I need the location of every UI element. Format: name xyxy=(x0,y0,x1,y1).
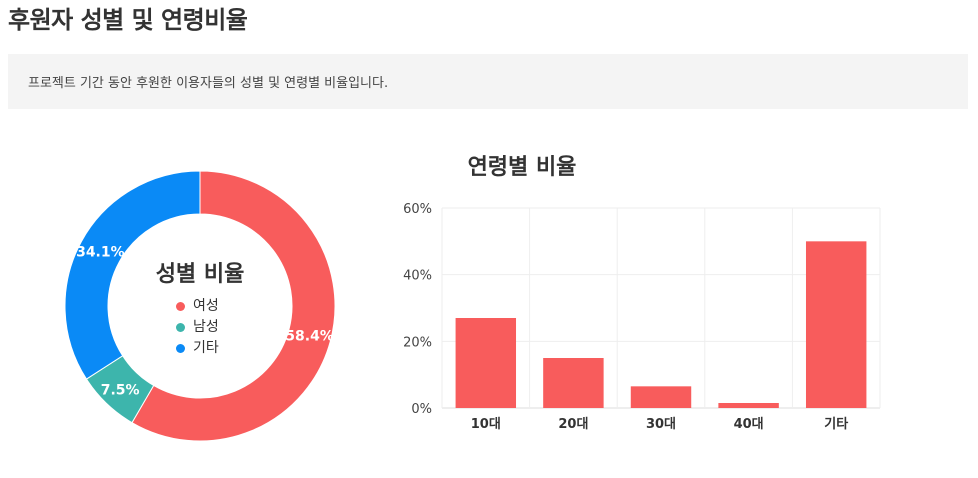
bar-4 xyxy=(805,241,867,408)
legend-label-male: 남성 xyxy=(193,319,219,335)
y-tick-label-1: 20% xyxy=(403,335,432,350)
bar-2 xyxy=(630,386,692,408)
donut-legend: 여성 남성 기타 xyxy=(176,296,219,359)
legend-dot-female xyxy=(176,302,185,311)
bar-3 xyxy=(718,403,779,408)
x-tick-label-2: 30대 xyxy=(646,417,676,432)
donut-label-1: 7.5% xyxy=(101,382,140,398)
donut-label-2: 34.1% xyxy=(76,245,125,261)
page-title: 후원자 성별 및 연령비율 xyxy=(8,6,248,34)
x-tick-label-0: 10대 xyxy=(471,417,501,432)
y-tick-label-3: 60% xyxy=(403,202,432,217)
donut-slice-2 xyxy=(64,170,201,380)
y-tick-label-2: 40% xyxy=(403,269,432,284)
legend-item-female: 여성 xyxy=(176,296,219,317)
legend-dot-male xyxy=(176,323,185,332)
bar-chart-title: 연령별 비율 xyxy=(468,155,577,180)
donut-slice-0 xyxy=(131,170,336,442)
x-tick-label-4: 기타 xyxy=(824,416,848,432)
legend-item-other: 기타 xyxy=(176,338,219,359)
legend-label-female: 여성 xyxy=(193,298,219,314)
legend-dot-other xyxy=(176,344,185,353)
x-tick-label-3: 40대 xyxy=(734,417,764,432)
x-tick-label-1: 20대 xyxy=(558,417,588,432)
bar-0 xyxy=(455,318,517,408)
bar-1 xyxy=(543,358,604,408)
gender-donut-chart: 58.4% 7.5% 34.1% xyxy=(64,170,336,442)
donut-label-0: 58.4% xyxy=(285,329,334,345)
legend-item-male: 남성 xyxy=(176,317,219,338)
description-text: 프로젝트 기간 동안 후원한 이용자들의 성별 및 연령별 비율입니다. xyxy=(28,76,389,91)
age-bar-chart: 연령별 비율 0% 20% 40% 60% 10대 20대 30대 40대 기타 xyxy=(403,155,881,432)
legend-label-other: 기타 xyxy=(193,340,219,356)
y-tick-label-0: 0% xyxy=(411,402,432,417)
donut-title: 성별 비율 xyxy=(155,262,245,287)
description-box: 프로젝트 기간 동안 후원한 이용자들의 성별 및 연령별 비율입니다. xyxy=(8,54,968,109)
